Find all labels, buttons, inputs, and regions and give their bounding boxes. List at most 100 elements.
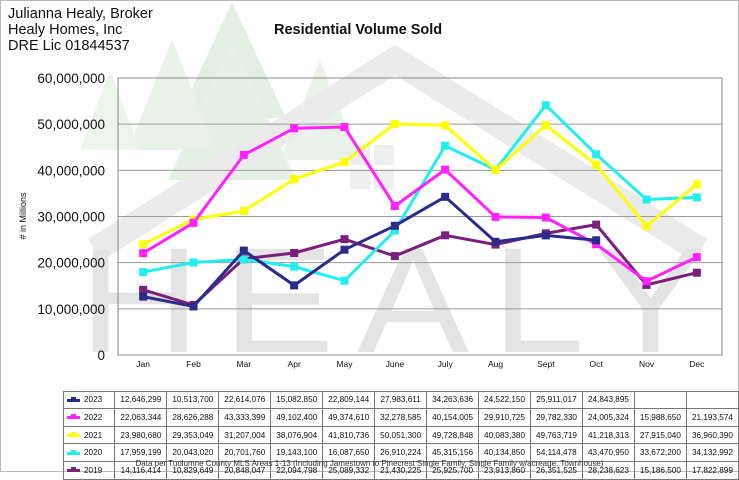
table-cell: 27,915,040 xyxy=(633,425,687,445)
table-row: 2022 22,063,344 28,626,288 43,333,399 49,102… xyxy=(62,408,739,427)
data-point xyxy=(541,231,550,240)
data-point xyxy=(441,141,450,150)
x-tick-label: Feb xyxy=(186,359,201,369)
y-axis-label: # in Millions xyxy=(18,192,28,240)
series-line-2021 xyxy=(142,122,698,246)
data-point xyxy=(441,231,450,240)
legend-label: 2019 xyxy=(84,465,103,475)
footnote: Data per Tuolumne County MLS Areas 1-13 … xyxy=(135,459,604,468)
data-point xyxy=(441,165,450,174)
table-cell: 38,076,904 xyxy=(270,425,324,445)
data-point xyxy=(642,195,651,204)
data-point xyxy=(290,124,299,133)
data-point xyxy=(491,212,500,221)
table-spacer xyxy=(271,374,323,391)
x-tick-label: Sept xyxy=(537,359,555,369)
table-cell: 31,207,004 xyxy=(218,425,272,445)
data-point xyxy=(592,150,601,159)
table-cell: 15,082,850 xyxy=(270,390,324,410)
x-tick-label: June xyxy=(386,359,405,369)
data-point xyxy=(692,268,701,277)
chart-title: Residential Volume Sold xyxy=(274,22,443,38)
table-cell: 21,193,574 xyxy=(685,408,739,427)
data-point xyxy=(390,119,399,128)
table-spacer xyxy=(323,374,375,391)
table-cell: 49,728,848 xyxy=(426,425,480,445)
table-cell: 24,522,150 xyxy=(478,390,532,410)
data-point xyxy=(390,221,399,230)
x-tick-label: Aug xyxy=(488,359,503,369)
legend-swatch xyxy=(67,467,80,473)
series-line-2022 xyxy=(142,125,698,283)
table-cell: 29,910,725 xyxy=(478,408,532,427)
data-point xyxy=(139,292,148,301)
table-spacer xyxy=(686,374,738,391)
data-point xyxy=(189,258,198,267)
series-lines xyxy=(139,101,701,311)
data-point xyxy=(592,236,601,245)
legend-entry: 2023 xyxy=(62,390,116,410)
data-point xyxy=(239,255,248,264)
data-point xyxy=(441,192,450,201)
table-row: 2020 17,959,199 20,043,020 20,701,760 19,143… xyxy=(62,443,739,462)
data-table: 2023 12,646,299 10,513,700 22,614,076 15,082… xyxy=(62,374,739,480)
y-tick-label: 40,000,000 xyxy=(37,163,105,178)
series-line-2023 xyxy=(142,195,597,308)
y-tick-label: 50,000,000 xyxy=(37,117,105,132)
table-cell: 41,810,736 xyxy=(322,425,376,445)
data-point xyxy=(692,193,701,202)
table-cell: 23,980,680 xyxy=(114,425,168,445)
table-row: 2023 12,646,299 10,513,700 22,614,076 15,082… xyxy=(62,390,739,410)
table-cell: 24,005,324 xyxy=(581,408,635,427)
table-spacer xyxy=(427,374,479,391)
x-axis-labels: Jan Feb Mar Apr May June July Aug Sept Oct Nov Dec xyxy=(136,359,705,369)
watermark-logo: HEALY xyxy=(79,2,729,384)
data-point xyxy=(541,121,550,130)
table-spacer xyxy=(634,374,686,391)
legend-swatch xyxy=(67,396,80,402)
data-point xyxy=(340,245,349,254)
data-point xyxy=(139,285,148,294)
table-cell: 49,374,610 xyxy=(322,408,376,427)
table-row: 2021 23,980,680 29,353,049 31,207,004 38,076… xyxy=(62,425,739,445)
data-point xyxy=(692,180,701,189)
data-point xyxy=(239,246,248,255)
data-point xyxy=(189,302,198,311)
table-spacer xyxy=(375,374,427,391)
table-spacer xyxy=(115,374,167,391)
x-tick-label: May xyxy=(336,359,353,369)
data-point xyxy=(290,175,299,184)
y-tick-label: 30,000,000 xyxy=(37,210,105,225)
data-point xyxy=(390,201,399,210)
data-point xyxy=(290,281,299,290)
y-tick-label: 10,000,000 xyxy=(37,302,105,317)
watermark-text: HEALY xyxy=(79,216,729,384)
data-point xyxy=(592,160,601,169)
table-cell: 29,782,330 xyxy=(530,408,583,427)
data-point xyxy=(390,226,399,235)
data-point xyxy=(491,237,500,246)
table-spacer xyxy=(479,374,531,391)
data-point xyxy=(290,248,299,257)
data-point xyxy=(139,268,148,277)
data-point xyxy=(239,150,248,159)
table-cell: 29,353,049 xyxy=(166,425,220,445)
legend-entry: 2022 xyxy=(62,408,116,427)
table-spacer xyxy=(582,374,634,391)
table-spacer xyxy=(531,374,583,391)
table-header-row xyxy=(64,374,739,391)
legend-label: 2021 xyxy=(84,430,103,440)
table-cell: 25,911,017 xyxy=(530,390,583,410)
data-point xyxy=(642,277,651,286)
data-point xyxy=(139,240,148,249)
data-point xyxy=(390,252,399,261)
table-cell: 24,843,895 xyxy=(581,390,635,410)
x-tick-label: Dec xyxy=(689,359,705,369)
table-cell: 41,218,313 xyxy=(581,425,635,445)
legend-label: 2023 xyxy=(84,395,103,405)
broker-name: Julianna Healy, Broker xyxy=(8,6,153,22)
table-cell: 32,278,585 xyxy=(374,408,428,427)
table-cell: 34,263,636 xyxy=(426,390,480,410)
series-2023 xyxy=(139,192,601,311)
